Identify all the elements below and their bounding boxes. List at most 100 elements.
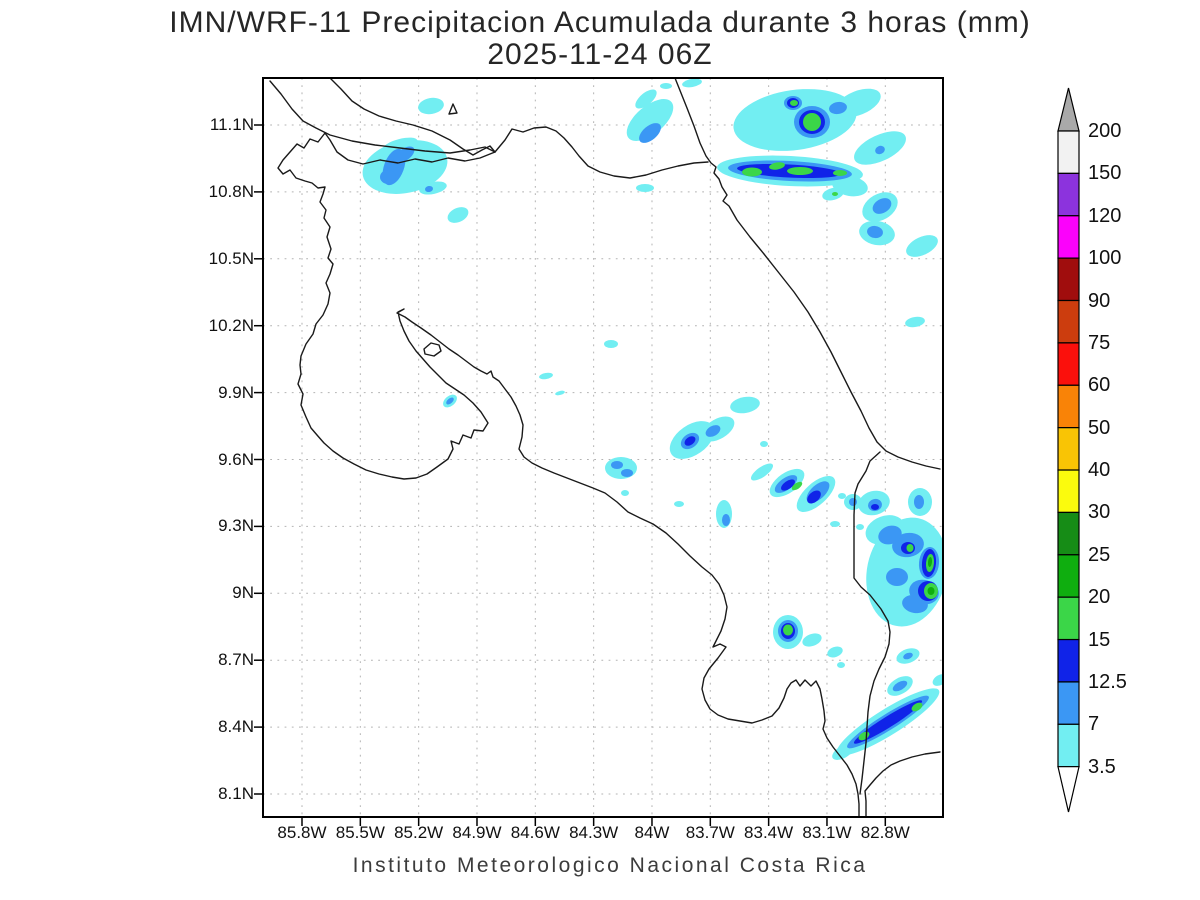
colorbar-segment bbox=[1057, 299, 1080, 344]
precip-cell-level-4 bbox=[906, 544, 914, 552]
colorbar-level-label: 50 bbox=[1088, 416, 1111, 439]
precip-cell-level-3 bbox=[684, 436, 696, 446]
precip-cell-level-2 bbox=[829, 101, 847, 115]
precip-cell-level-1 bbox=[539, 372, 553, 380]
precip-cell-level-1 bbox=[605, 457, 637, 479]
precip-cell-level-2 bbox=[446, 397, 454, 405]
colorbar-segment bbox=[1057, 554, 1080, 598]
precip-cell-level-1 bbox=[674, 501, 684, 507]
precip-cell-level-4 bbox=[790, 100, 798, 106]
y-tick-label: 8.1N bbox=[218, 784, 254, 803]
precip-cell-level-1 bbox=[604, 340, 618, 348]
precip-cell-level-1 bbox=[635, 89, 657, 109]
plot-border bbox=[262, 77, 944, 818]
footer-credit: Instituto Meteorologico Nacional Costa R… bbox=[352, 854, 868, 877]
panama-pacific-coast bbox=[864, 751, 941, 817]
precip-cell-level-2 bbox=[875, 145, 885, 155]
lake-nicaragua-shore bbox=[329, 78, 709, 179]
colorbar-segment bbox=[1057, 130, 1080, 174]
colorbar-segment bbox=[1057, 681, 1080, 725]
precip-cell-level-2 bbox=[878, 525, 902, 545]
x-tick-label: 85.2W bbox=[394, 823, 444, 842]
precip-cell-level-3 bbox=[807, 490, 821, 504]
x-tick-label: 82.8W bbox=[860, 823, 910, 842]
precip-cell-level-2 bbox=[380, 170, 396, 184]
lat-lon-gridlines bbox=[263, 78, 943, 817]
x-tick-label: 84.9W bbox=[452, 823, 502, 842]
axis-ticks bbox=[254, 124, 887, 826]
colorbar-level-label: 200 bbox=[1088, 120, 1122, 142]
pacific-coast bbox=[277, 132, 860, 817]
precip-cell-level-1 bbox=[621, 490, 629, 496]
colorbar-level-label: 20 bbox=[1088, 586, 1111, 609]
colorbar-arrow-bottom bbox=[1057, 766, 1080, 813]
panama-border bbox=[853, 451, 891, 795]
lake-island bbox=[448, 103, 458, 115]
x-tick-label: 83.1W bbox=[802, 823, 852, 842]
colorbar-level-label: 90 bbox=[1088, 289, 1111, 312]
precip-cell-level-4 bbox=[803, 113, 821, 131]
precipitation-shading bbox=[362, 78, 943, 760]
y-tick-label: 9.6N bbox=[218, 449, 254, 469]
precip-cell-level-1 bbox=[382, 137, 418, 153]
precip-cell-level-4 bbox=[787, 167, 813, 175]
x-tick-label: 84.3W bbox=[569, 823, 619, 842]
precip-cell-level-4 bbox=[911, 702, 923, 712]
precip-cell-level-2 bbox=[867, 225, 883, 239]
precip-cell-level-2 bbox=[886, 568, 908, 586]
precip-cell-level-1 bbox=[905, 316, 925, 328]
precip-cell-level-3 bbox=[781, 479, 795, 491]
precip-cell-level-4 bbox=[769, 162, 785, 170]
precip-cell-level-1 bbox=[626, 99, 674, 141]
precip-cell-level-4 bbox=[832, 192, 838, 196]
chira-island bbox=[423, 342, 442, 357]
colorbar-level-label: 7 bbox=[1088, 713, 1100, 736]
y-tick-label: 9N bbox=[232, 583, 254, 603]
colorbar-segment bbox=[1057, 638, 1080, 683]
colorbar-arrow-top bbox=[1057, 87, 1080, 132]
precip-cell-level-4 bbox=[783, 624, 793, 636]
precip-cell-level-2 bbox=[393, 146, 415, 164]
map-valid-time: 2025-11-24 06Z bbox=[487, 38, 713, 71]
precip-cell-level-2 bbox=[611, 461, 623, 469]
colorbar-segment bbox=[1057, 596, 1080, 641]
precip-cell-level-3 bbox=[853, 700, 923, 744]
colorbar-segment bbox=[1057, 342, 1080, 386]
colorbar-segment bbox=[1057, 172, 1080, 217]
precip-cell-level-4 bbox=[833, 170, 847, 176]
costa-rica-coastline bbox=[269, 78, 941, 817]
precip-cell-level-2 bbox=[425, 185, 433, 193]
precip-cell-level-2 bbox=[872, 198, 892, 214]
map-title: IMN/WRF-11 Precipitacion Acumulada duran… bbox=[169, 6, 1031, 39]
colorbar bbox=[1057, 87, 1080, 813]
y-tick-label: 9.9N bbox=[218, 382, 254, 402]
colorbar-level-label: 30 bbox=[1088, 501, 1111, 524]
precip-cell-level-1 bbox=[838, 493, 846, 499]
colorbar-level-label: 12.5 bbox=[1088, 670, 1127, 693]
colorbar-level-label: 60 bbox=[1088, 374, 1111, 397]
x-tick-label: 85.8W bbox=[277, 823, 327, 842]
precip-cell-level-2 bbox=[914, 495, 924, 509]
precip-cell-level-1 bbox=[856, 524, 864, 530]
colorbar-segment bbox=[1057, 469, 1080, 514]
colorbar-level-label: 15 bbox=[1088, 628, 1111, 651]
x-tick-label: 83.4W bbox=[744, 823, 794, 842]
y-tick-label: 8.7N bbox=[218, 650, 254, 670]
precip-cell-level-2 bbox=[902, 594, 928, 614]
y-tick-label: 9.3N bbox=[218, 516, 254, 536]
precip-cell-level-1 bbox=[418, 97, 444, 115]
colorbar-level-label: 3.5 bbox=[1088, 755, 1116, 778]
colorbar-segment bbox=[1057, 511, 1080, 556]
precip-cell-level-1 bbox=[827, 646, 843, 658]
precip-cell-level-2 bbox=[705, 425, 721, 437]
y-tick-label: 11.1N bbox=[209, 115, 254, 134]
precip-cell-level-1 bbox=[906, 235, 938, 257]
precip-cell-level-2 bbox=[639, 123, 661, 143]
precip-cell-level-1 bbox=[447, 207, 469, 223]
colorbar-segment bbox=[1057, 215, 1080, 259]
precip-cell-level-1 bbox=[835, 88, 881, 118]
precip-cell-level-5 bbox=[927, 557, 933, 567]
precip-cell-level-1 bbox=[410, 165, 438, 177]
